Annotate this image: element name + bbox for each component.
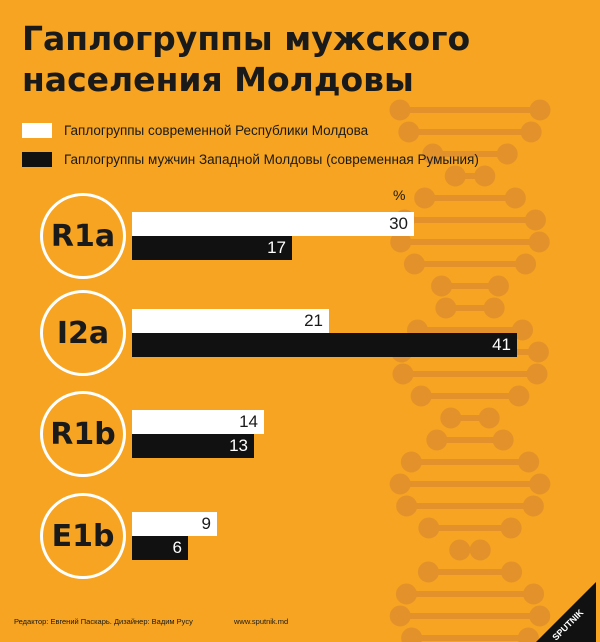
haplogroup-badge: R1b (40, 391, 126, 477)
legend-swatch-white (22, 123, 52, 138)
legend-item-western: Гаплогруппы мужчин Западной Молдовы (сов… (22, 152, 479, 167)
credits: Редактор: Евгений Паскарь. Дизайнер: Вад… (14, 617, 193, 626)
legend-item-modern: Гаплогруппы современной Республики Молдо… (22, 123, 368, 138)
title-line-1: Гаплогруппы мужского (22, 19, 471, 58)
bar-value-label: 14 (239, 412, 258, 431)
haplogroup-badge: E1b (40, 493, 126, 579)
bar-modern: 14 (132, 410, 264, 434)
bar-western: 17 (132, 236, 292, 260)
bar-western: 13 (132, 434, 254, 458)
legend-label: Гаплогруппы современной Республики Молдо… (64, 123, 369, 138)
bar-value-label: 13 (229, 436, 248, 455)
legend-swatch-black (22, 152, 52, 167)
bar-modern: 30 (132, 212, 414, 236)
site-url: www.sputnik.md (234, 617, 289, 626)
bar-value-label: 41 (492, 335, 511, 354)
bar-value-label: 21 (304, 311, 323, 330)
sputnik-logo: SPUTNIK (536, 582, 596, 642)
page-title: Гаплогруппы мужского населения Молдовы (22, 18, 582, 100)
unit-label: % (393, 187, 406, 203)
bar-value-label: 6 (172, 538, 182, 557)
haplogroup-badge: I2a (40, 290, 126, 376)
legend-label: Гаплогруппы мужчин Западной Молдовы (сов… (64, 152, 479, 167)
bar-value-label: 30 (389, 214, 408, 233)
bar-western: 41 (132, 333, 517, 357)
title-line-2: населения Молдовы (22, 60, 414, 99)
bar-value-label: 17 (267, 238, 286, 257)
bar-value-label: 9 (201, 514, 211, 533)
bar-modern: 9 (132, 512, 217, 536)
bar-western: 6 (132, 536, 188, 560)
haplogroup-badge: R1a (40, 193, 126, 279)
bar-modern: 21 (132, 309, 329, 333)
